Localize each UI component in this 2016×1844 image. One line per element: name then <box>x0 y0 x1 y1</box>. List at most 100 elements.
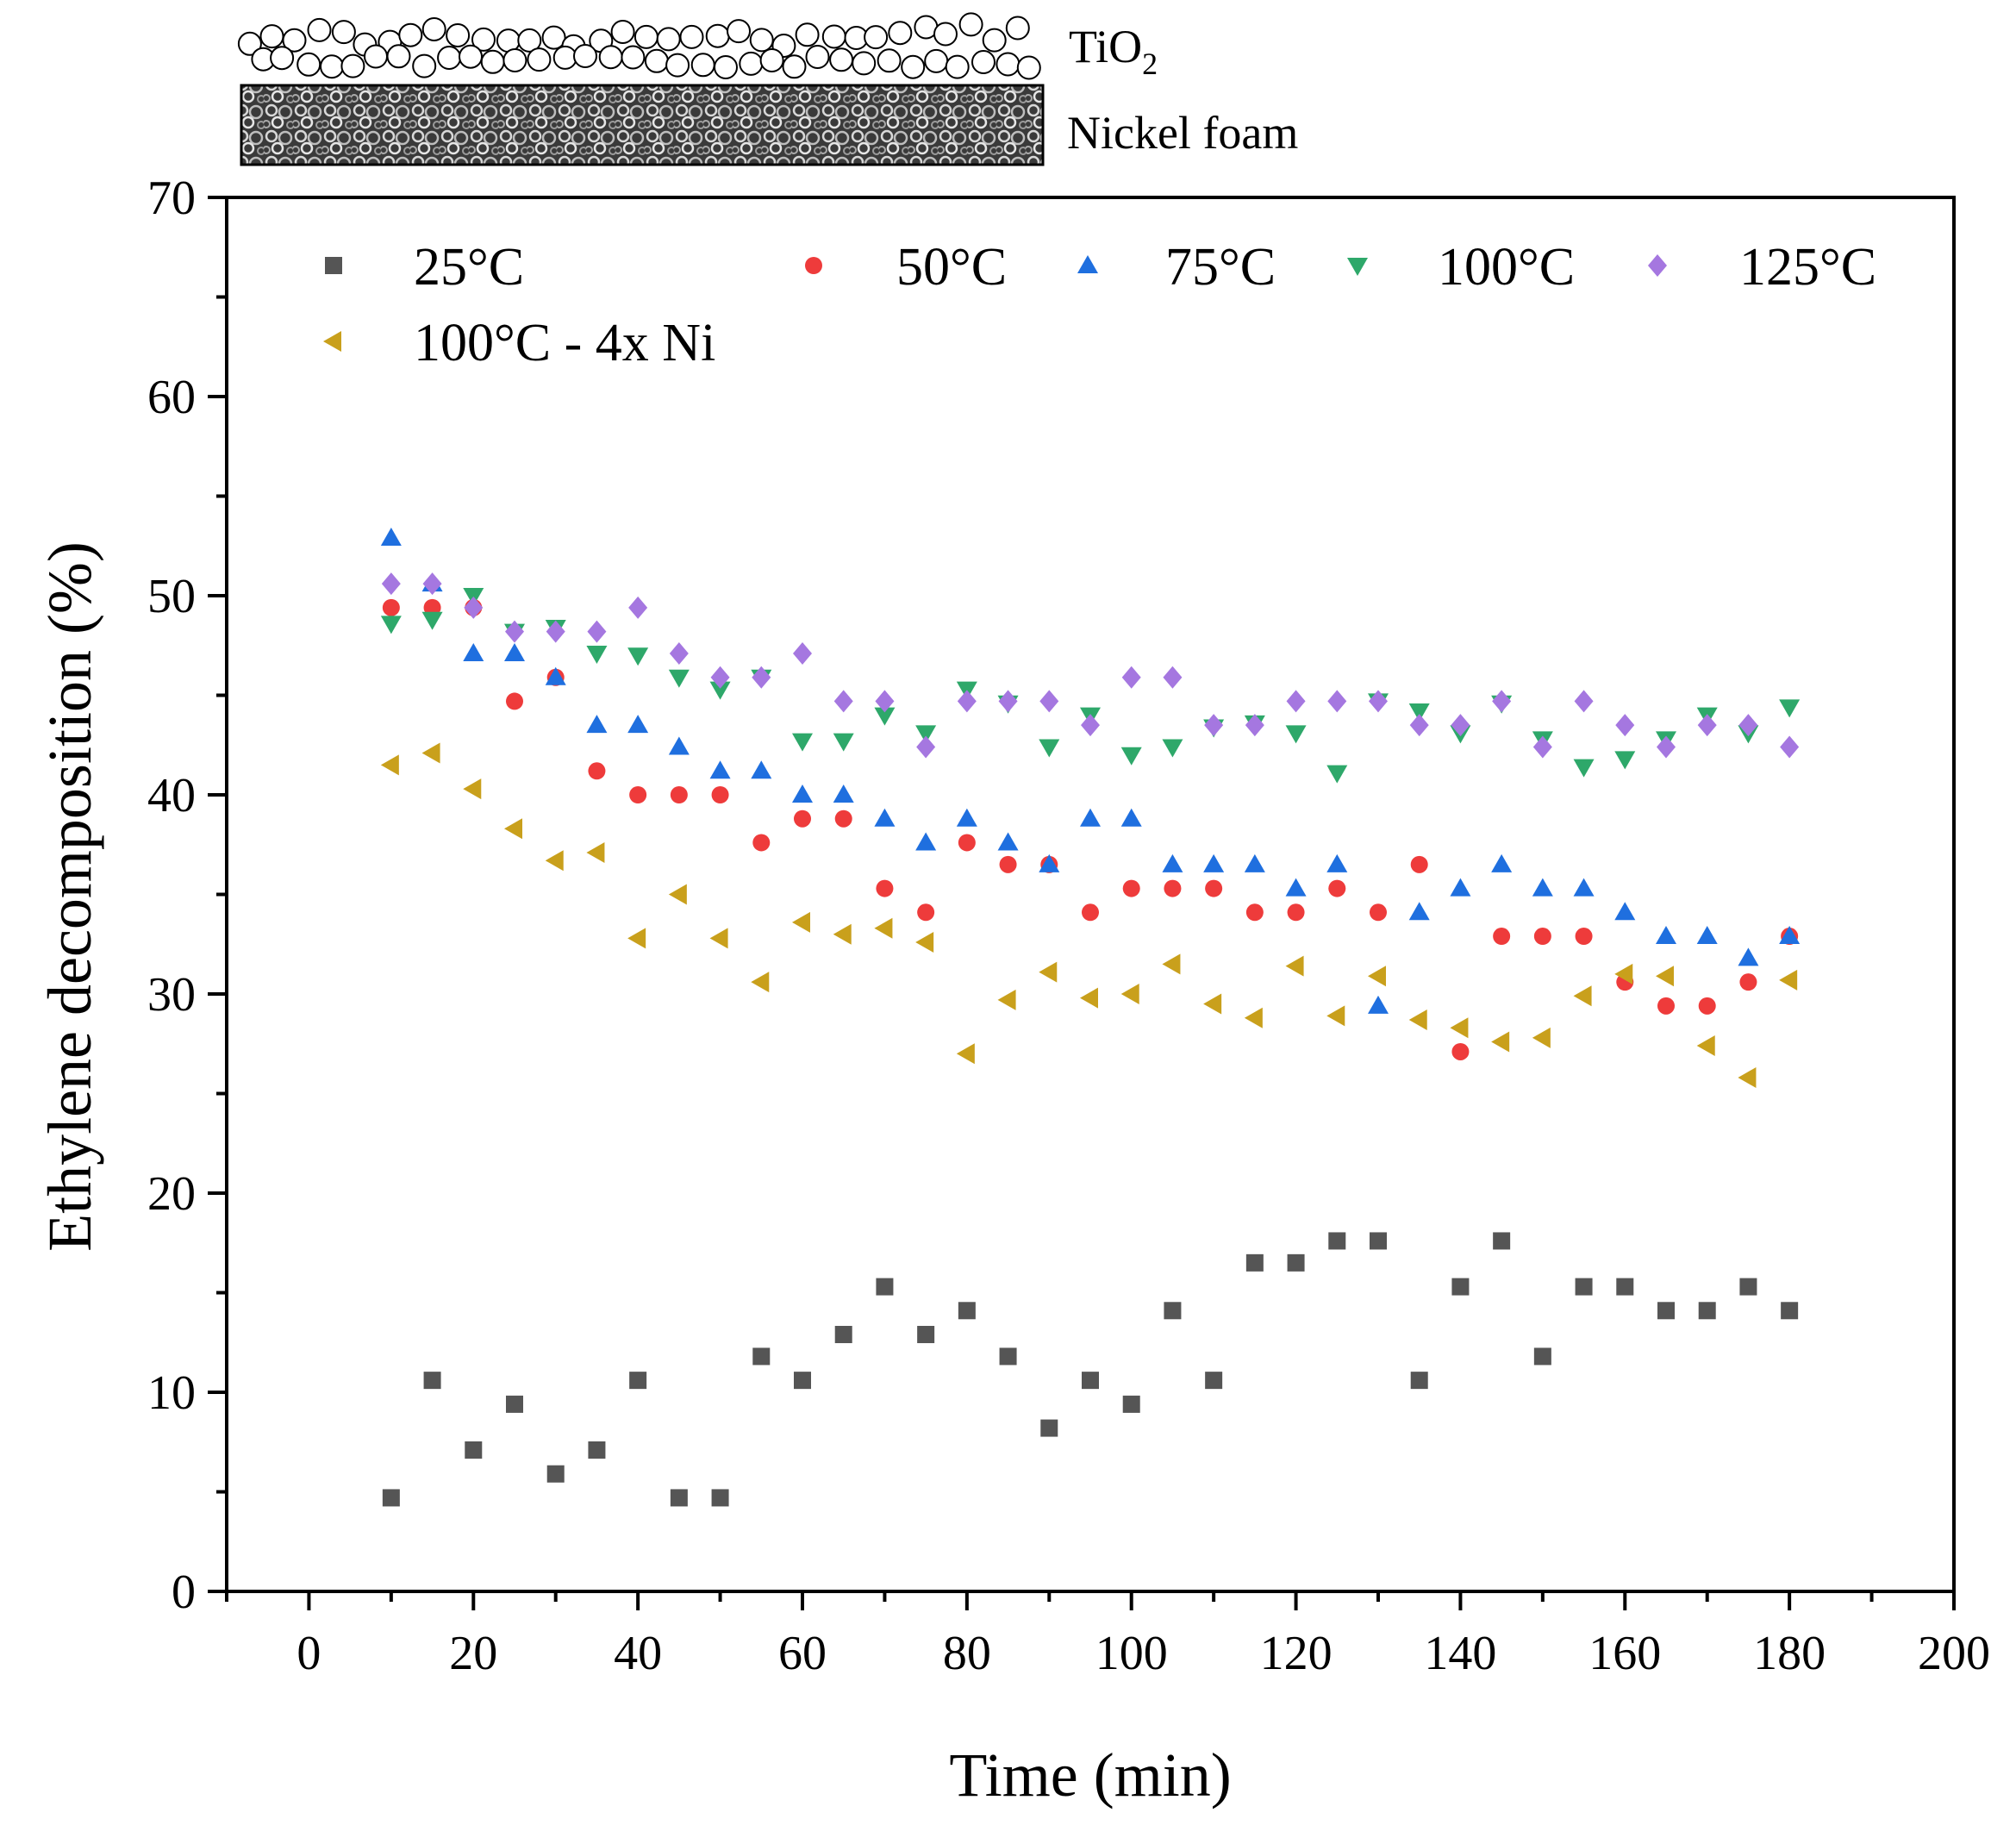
data-point <box>834 809 852 828</box>
tio2-particle <box>782 54 807 79</box>
data-point <box>710 666 730 689</box>
data-point <box>1204 714 1224 737</box>
data-point <box>998 690 1018 713</box>
data-point <box>586 645 608 664</box>
data-points <box>380 528 1801 1507</box>
data-point <box>587 620 607 643</box>
data-point <box>833 923 852 945</box>
tio2-particle <box>727 19 751 44</box>
y-tick-label: 30 <box>147 968 196 1022</box>
tio2-particle <box>386 44 411 69</box>
data-point <box>1120 984 1139 1004</box>
data-point <box>668 669 690 688</box>
tio2-particle <box>996 52 1020 77</box>
data-point <box>1039 739 1060 758</box>
tio2-particle <box>933 22 958 47</box>
data-point <box>958 1302 976 1320</box>
data-point <box>711 786 729 803</box>
tio2-particle <box>679 24 704 49</box>
tio2-particle <box>644 48 669 73</box>
data-point <box>382 1489 400 1507</box>
tio2-particle <box>459 44 483 69</box>
tio2-particle <box>690 53 715 78</box>
data-point <box>380 616 402 634</box>
data-point <box>1122 1395 1140 1413</box>
tio2-particle <box>665 53 690 78</box>
legend-label: 75°C <box>1165 238 1276 297</box>
x-tick-label: 20 <box>449 1627 497 1680</box>
data-point <box>627 647 649 666</box>
data-point <box>504 642 525 661</box>
data-point <box>958 834 976 852</box>
tio2-particle <box>1016 55 1041 80</box>
tio2-particle <box>1005 16 1030 41</box>
tio2-particle <box>259 24 284 49</box>
tio2-particle <box>307 17 332 42</box>
data-point <box>1328 879 1346 897</box>
tio2-particle <box>656 27 681 52</box>
data-point <box>1286 690 1306 713</box>
legend-entry: 75°C <box>1077 238 1276 297</box>
data-point <box>957 690 977 713</box>
data-point <box>1328 1232 1346 1250</box>
data-point <box>751 972 770 993</box>
data-point <box>588 762 606 780</box>
data-point <box>504 818 522 840</box>
data-point <box>1738 947 1759 966</box>
data-point <box>874 917 893 939</box>
data-point <box>506 692 523 710</box>
data-point <box>875 690 895 713</box>
data-point <box>1739 973 1757 991</box>
data-point <box>464 596 484 619</box>
data-point <box>1450 1017 1469 1039</box>
data-point <box>917 903 935 922</box>
data-point <box>1205 879 1223 897</box>
y-tick-label: 10 <box>147 1366 196 1420</box>
data-point <box>421 742 440 764</box>
data-point <box>1039 853 1060 872</box>
data-point <box>1327 690 1347 713</box>
data-point <box>1368 966 1386 987</box>
data-point <box>1780 735 1800 759</box>
data-point <box>1451 1278 1470 1296</box>
x-tick-label: 100 <box>1095 1627 1168 1680</box>
data-point <box>915 725 937 744</box>
data-point <box>1451 714 1470 737</box>
data-point <box>1163 666 1183 689</box>
tio2-particle <box>852 51 877 76</box>
tio2-particle <box>864 25 889 50</box>
data-point <box>1080 808 1101 827</box>
data-point <box>670 1489 688 1507</box>
data-point <box>1082 1372 1099 1390</box>
y-axis-title: Ethylene decomposition (%) <box>35 541 104 1252</box>
data-point <box>1408 1010 1427 1031</box>
data-point <box>1657 997 1675 1015</box>
data-point <box>1698 1302 1716 1320</box>
data-point <box>465 1441 483 1459</box>
data-point <box>1120 747 1142 766</box>
legend-marker <box>1077 255 1098 273</box>
data-point <box>793 641 812 665</box>
x-tick-label: 0 <box>296 1627 321 1680</box>
legend-label: 125°C <box>1739 238 1876 297</box>
data-point <box>423 1372 441 1390</box>
data-point <box>915 931 934 953</box>
substrate-illustration: TiO2 Nickel foam <box>237 12 1298 166</box>
data-point <box>1779 926 1801 945</box>
data-point <box>1122 879 1140 897</box>
data-point <box>1370 1232 1387 1250</box>
tio2-particle <box>888 21 913 46</box>
data-point <box>1696 1035 1715 1057</box>
data-point <box>1493 928 1511 946</box>
data-point <box>874 808 896 827</box>
data-point <box>628 596 648 619</box>
legend-label: 100°C - 4x Ni <box>414 314 715 372</box>
data-point <box>505 620 524 643</box>
tio2-particle <box>552 45 577 70</box>
data-point <box>1081 714 1100 737</box>
x-tick-label: 60 <box>778 1627 827 1680</box>
data-point <box>1738 714 1758 737</box>
tio2-particle <box>412 53 437 78</box>
tio2-particle <box>739 51 764 76</box>
